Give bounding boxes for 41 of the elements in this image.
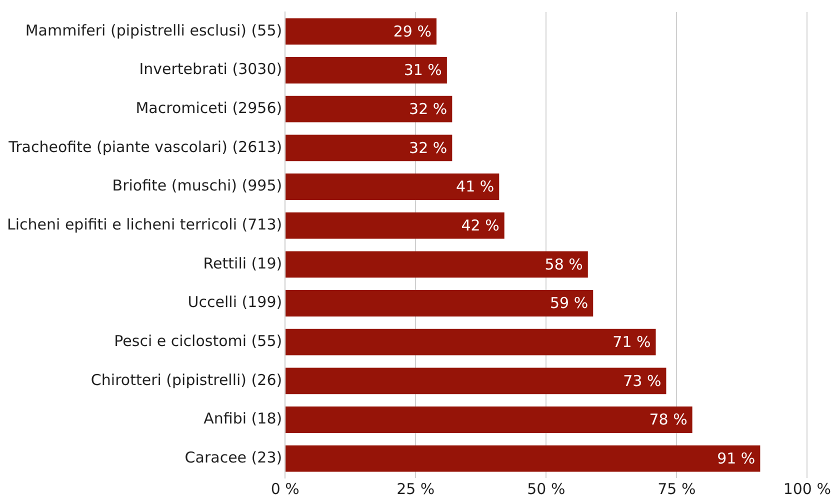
bar: [286, 212, 504, 239]
x-tick-label: 100 %: [783, 480, 831, 498]
bar: [286, 406, 692, 433]
y-tick-label: Uccelli (199): [188, 293, 282, 312]
y-tick-label: Tracheofite (piante vascolari) (2613): [8, 138, 282, 156]
bar: [286, 57, 447, 84]
y-tick-label: Chirotteri (pipistrelli) (26): [90, 370, 282, 389]
y-tick-label: Caracee (23): [184, 448, 282, 466]
bar: [286, 134, 452, 162]
y-tick-label: Anfibi (18): [204, 410, 282, 428]
data-label: 71 %: [612, 332, 651, 351]
data-label: 58 %: [544, 255, 583, 274]
bar: [286, 174, 500, 200]
data-label: 29 %: [393, 22, 432, 40]
y-tick-label: Briofite (muschi) (995): [112, 176, 282, 195]
x-tick-label: 75 %: [658, 480, 696, 498]
bar: [286, 328, 656, 356]
x-tick-label: 0 %: [270, 480, 300, 498]
y-tick-label: Invertebrati (3030): [139, 60, 282, 78]
data-label: 73 %: [623, 372, 662, 390]
data-label: 42 %: [461, 216, 500, 234]
y-tick-label: Pesci e ciclostomi (55): [114, 332, 282, 350]
y-tick-label: Licheni epifiti e licheni terricoli (713): [6, 215, 282, 234]
bar: [286, 18, 436, 45]
data-label: 31 %: [404, 61, 442, 80]
bar: [286, 96, 452, 122]
y-tick-label: Macromiceti (2956): [136, 98, 282, 117]
data-label: 41 %: [456, 178, 494, 196]
data-label: 59 %: [550, 294, 588, 312]
bar: [286, 445, 760, 472]
x-tick-label: 25 %: [396, 480, 435, 498]
data-label: 32 %: [409, 100, 448, 118]
bar: [286, 290, 594, 316]
data-label: 32 %: [409, 138, 448, 157]
y-tick-label: Rettili (19): [203, 254, 282, 272]
x-tick-label: 50 %: [527, 480, 566, 498]
data-label: 78 %: [649, 410, 688, 429]
bar: [286, 251, 588, 278]
bar: [286, 368, 666, 394]
y-tick-label: Mammiferi (pipistrelli esclusi) (55): [25, 21, 282, 40]
data-label: 91 %: [717, 449, 756, 468]
